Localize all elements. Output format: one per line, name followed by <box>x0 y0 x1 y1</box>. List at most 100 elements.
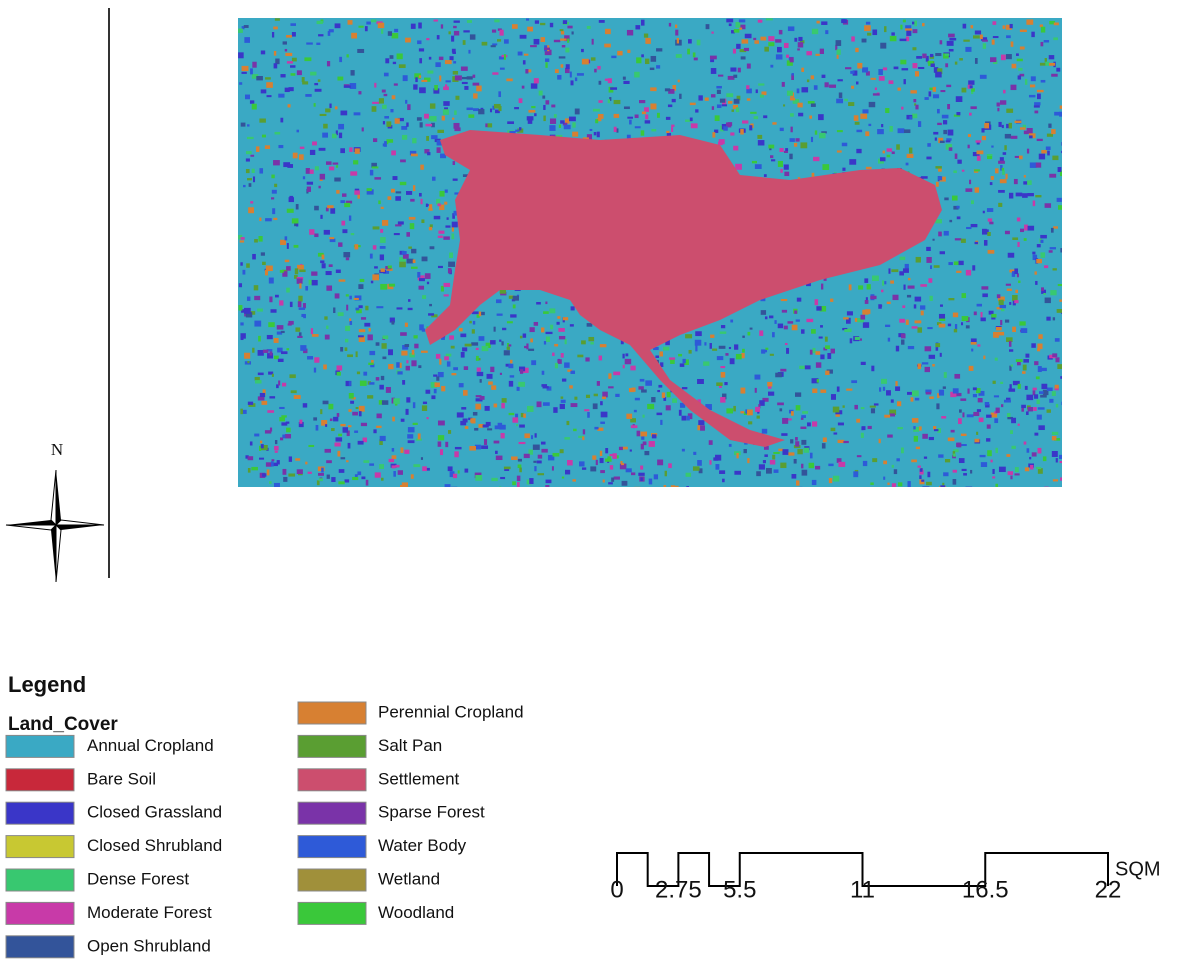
map-pixel <box>436 376 439 380</box>
map-pixel <box>454 110 456 115</box>
map-pixel <box>455 447 462 449</box>
map-pixel <box>445 442 448 447</box>
map-pixel <box>668 104 672 107</box>
map-pixel <box>677 38 679 43</box>
map-pixel <box>420 122 423 127</box>
map-pixel <box>413 464 420 467</box>
map-pixel <box>562 477 564 479</box>
map-pixel <box>469 446 476 451</box>
map-pixel <box>343 427 348 433</box>
map-pixel <box>697 40 701 46</box>
map-pixel <box>726 19 733 23</box>
map-pixel <box>953 313 958 318</box>
map-pixel <box>971 349 973 352</box>
map-pixel <box>995 484 998 489</box>
map-pixel <box>898 88 901 91</box>
map-pixel <box>463 30 469 32</box>
map-pixel <box>953 388 959 393</box>
map-pixel <box>914 21 917 27</box>
map-pixel <box>970 85 973 88</box>
map-pixel <box>308 445 314 447</box>
map-pixel <box>881 379 887 384</box>
map-pixel <box>478 109 484 114</box>
map-pixel <box>406 366 410 371</box>
map-pixel <box>797 449 802 454</box>
map-pixel <box>452 118 454 120</box>
map-pixel <box>1049 55 1054 59</box>
map-pixel <box>900 257 906 260</box>
map-pixel <box>522 86 525 89</box>
map-pixel <box>490 109 492 113</box>
map-pixel <box>380 229 383 233</box>
map-pixel <box>758 83 764 85</box>
map-pixel <box>437 203 440 206</box>
legend-label: Open Shrubland <box>87 936 211 955</box>
map-pixel <box>366 22 371 25</box>
map-pixel <box>916 257 921 263</box>
map-pixel <box>473 321 475 325</box>
map-pixel <box>534 39 540 45</box>
map-pixel <box>906 320 909 325</box>
map-pixel <box>720 331 726 333</box>
map-pixel <box>638 473 644 476</box>
map-pixel <box>968 80 974 84</box>
map-pixel <box>962 88 967 93</box>
map-pixel <box>543 116 545 122</box>
map-pixel <box>1014 268 1018 274</box>
map-pixel <box>389 284 395 287</box>
map-pixel <box>545 62 547 68</box>
map-pixel <box>962 412 964 417</box>
map-pixel <box>801 440 806 445</box>
map-pixel <box>837 130 843 132</box>
map-pixel <box>801 68 804 72</box>
map-pixel <box>687 49 690 55</box>
map-pixel <box>929 396 934 399</box>
map-pixel <box>278 94 284 98</box>
map-pixel <box>454 20 460 22</box>
map-pixel <box>400 159 406 162</box>
map-pixel <box>447 361 451 366</box>
map-pixel <box>993 36 999 38</box>
map-pixel <box>455 75 462 80</box>
map-pixel <box>388 265 392 268</box>
map-pixel <box>360 381 367 386</box>
map-pixel <box>407 259 414 264</box>
map-pixel <box>1038 366 1042 372</box>
map-pixel <box>531 83 538 88</box>
map-pixel <box>537 461 542 464</box>
map-pixel <box>926 482 932 485</box>
map-pixel <box>715 115 720 121</box>
map-pixel <box>1012 237 1018 240</box>
map-pixel <box>717 356 723 360</box>
map-pixel <box>1044 487 1048 491</box>
map-pixel <box>917 327 922 332</box>
map-pixel <box>1007 413 1010 417</box>
map-pixel <box>357 372 360 375</box>
map-pixel <box>246 263 250 267</box>
map-pixel <box>1061 402 1067 405</box>
map-pixel <box>399 64 406 68</box>
map-pixel <box>1053 268 1057 270</box>
map-pixel <box>240 409 243 414</box>
map-pixel <box>393 471 396 477</box>
map-pixel <box>956 96 963 102</box>
map-pixel <box>698 420 704 425</box>
map-pixel <box>806 319 813 322</box>
map-pixel <box>801 415 806 418</box>
map-pixel <box>289 374 295 378</box>
map-pixel <box>787 91 793 96</box>
map-pixel <box>739 28 742 30</box>
map-pixel <box>470 34 476 39</box>
map-pixel <box>354 244 358 249</box>
map-pixel <box>327 205 333 208</box>
map-pixel <box>239 283 242 287</box>
map-pixel <box>557 75 561 80</box>
map-pixel <box>278 359 284 362</box>
map-pixel <box>884 26 886 32</box>
map-pixel <box>321 468 324 473</box>
map-pixel <box>1025 354 1029 358</box>
legend-swatch <box>298 802 366 824</box>
map-pixel <box>1049 63 1055 66</box>
map-pixel <box>255 377 260 381</box>
map-pixel <box>1009 270 1012 273</box>
